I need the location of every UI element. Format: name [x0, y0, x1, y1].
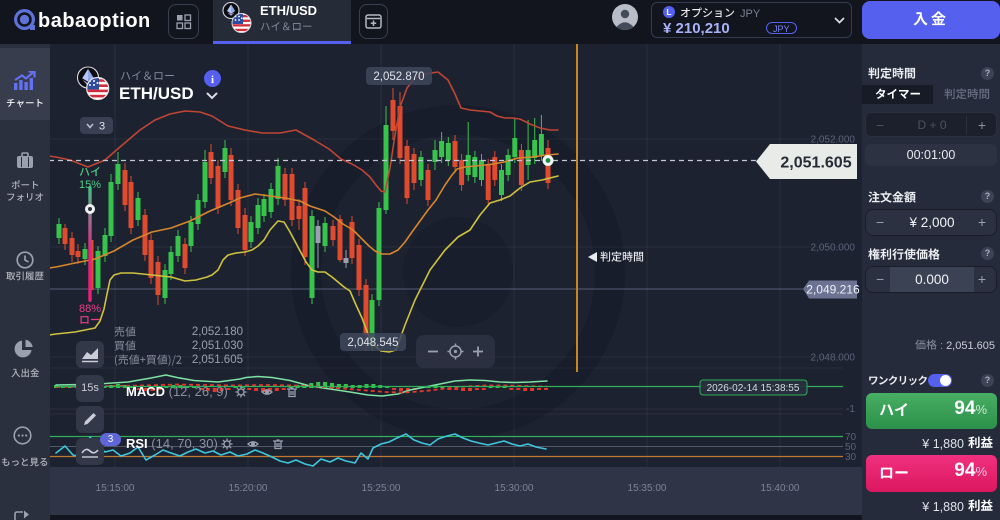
svg-text:15:25:00: 15:25:00: [362, 483, 401, 494]
svg-text:2,048.000: 2,048.000: [811, 353, 856, 364]
svg-text:15:40:00: 15:40:00: [761, 483, 800, 494]
svg-text:3: 3: [99, 121, 105, 133]
svg-text:i: i: [211, 74, 214, 86]
svg-text:2,049.216: 2,049.216: [806, 283, 860, 297]
svg-text:2,052.870: 2,052.870: [373, 71, 424, 83]
svg-text:2,052.000: 2,052.000: [811, 135, 856, 146]
svg-text:15:35:00: 15:35:00: [628, 483, 667, 494]
svg-text:15:20:00: 15:20:00: [229, 483, 268, 494]
svg-text:30: 30: [845, 452, 857, 463]
svg-text:2,051.605: 2,051.605: [780, 155, 851, 172]
svg-text:88%: 88%: [79, 303, 101, 315]
svg-text:50: 50: [845, 442, 857, 453]
svg-text:2026-02-14 15:38:55: 2026-02-14 15:38:55: [707, 383, 800, 394]
svg-text:70: 70: [845, 432, 857, 443]
svg-text:2,050.000: 2,050.000: [811, 243, 856, 254]
svg-text:15%: 15%: [79, 179, 101, 191]
svg-text:2,048.545: 2,048.545: [347, 337, 398, 349]
svg-text:15:30:00: 15:30:00: [495, 483, 534, 494]
svg-text:15:15:00: 15:15:00: [96, 483, 135, 494]
svg-text:-1: -1: [846, 404, 855, 415]
